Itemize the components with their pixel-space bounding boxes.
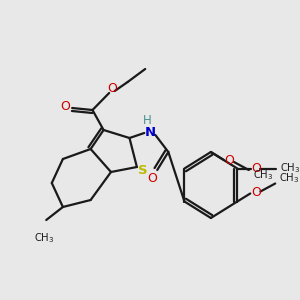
- Text: H: H: [143, 115, 152, 128]
- Text: CH$_3$: CH$_3$: [280, 162, 300, 176]
- Text: N: N: [144, 127, 155, 140]
- Text: O: O: [251, 162, 261, 175]
- Text: O: O: [60, 100, 70, 113]
- Text: S: S: [138, 164, 147, 176]
- Text: CH$_3$: CH$_3$: [34, 231, 55, 245]
- Text: O: O: [107, 82, 117, 94]
- Text: CH$_3$: CH$_3$: [253, 168, 273, 182]
- Text: CH$_3$: CH$_3$: [279, 172, 299, 185]
- Text: O: O: [251, 186, 261, 199]
- Text: O: O: [148, 172, 158, 185]
- Text: O: O: [224, 154, 234, 167]
